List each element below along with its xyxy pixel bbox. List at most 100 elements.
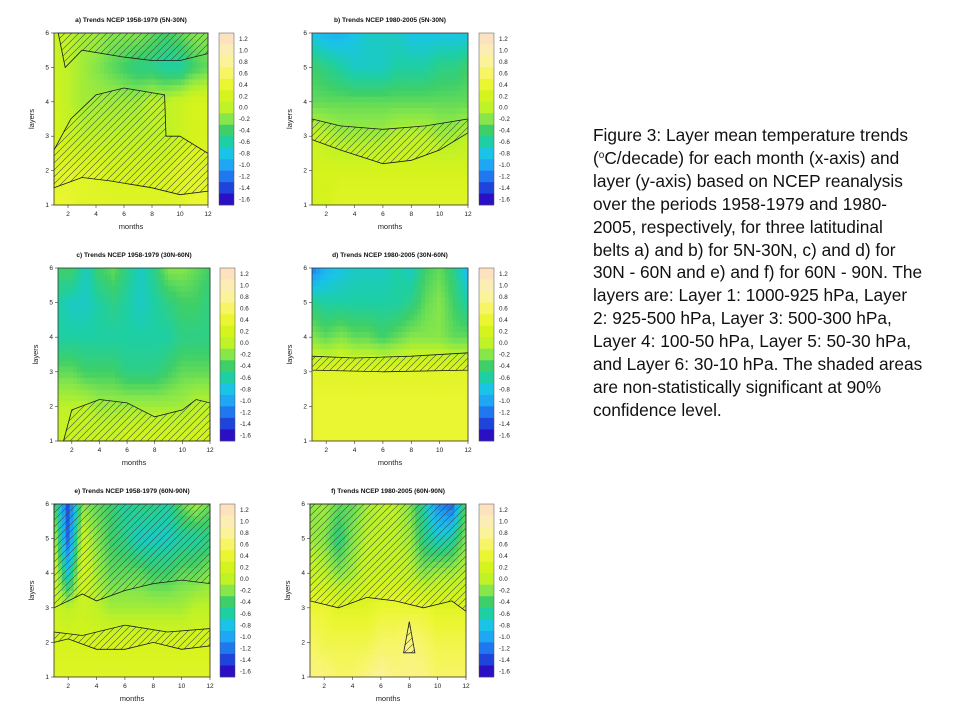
heatmap-cell [413,331,418,338]
heatmap-cell [331,164,336,172]
heatmap-cell [88,268,93,275]
heatmap-cell [183,308,188,315]
heatmap-cell [452,296,457,304]
heatmap-cell [153,412,158,419]
heatmap-cell [57,199,63,206]
heatmap-cell [145,342,150,350]
heatmap-cell [115,371,120,379]
heatmap-cell [327,342,332,350]
heatmap-cell [119,67,124,74]
heatmap-cell [84,394,89,402]
heatmap-cell [409,279,414,286]
heatmap-cell [347,319,352,327]
heatmap-cell [366,107,371,114]
heatmap-cell [191,394,196,402]
heatmap-cell [386,101,391,109]
x-tick-label: 6 [122,211,126,218]
heatmap-cell [405,319,410,327]
heatmap-cell [413,90,418,97]
heatmap-cell [401,371,407,379]
heatmap-cell [175,383,181,390]
heatmap-cell [390,268,395,275]
heatmap-cell [421,377,426,384]
heatmap-cell [134,319,139,327]
heatmap-cell [432,187,438,195]
heatmap-cell [335,348,340,355]
heatmap-cell [192,55,197,63]
heatmap-cell [319,141,325,149]
heatmap-cell [358,308,364,315]
heatmap-cell [362,337,368,344]
heatmap-cell [374,342,379,350]
heatmap-cell [323,296,329,304]
heatmap-cell [123,182,128,189]
heatmap-cell [452,101,457,109]
heatmap-cell [362,291,368,298]
heatmap-cell [169,193,174,200]
colorbar-frame [478,32,495,206]
heatmap-cell [61,389,67,396]
heatmap-cell [456,84,461,91]
heatmap-cell [339,193,344,200]
heatmap-cell [65,182,70,189]
heatmap-cell [460,182,465,189]
heatmap-cell [179,383,184,390]
heatmap-cell [393,199,399,206]
heatmap-cell [164,377,169,384]
heatmap-cell [323,182,329,189]
heatmap-cell [354,279,360,286]
heatmap-cell [164,279,169,286]
heatmap-cell [354,159,360,166]
heatmap-cell [115,383,120,390]
heatmap-cell [88,366,93,373]
heatmap-cell [351,164,356,172]
heatmap-cell [323,383,329,390]
heatmap-cell [173,119,178,126]
heatmap-cell [366,371,371,379]
heatmap-cell [370,124,375,131]
heatmap-cell [464,96,469,103]
heatmap-cell [382,383,387,390]
heatmap-cell [206,377,211,384]
heatmap-cell [335,394,340,402]
heatmap-cell [202,319,207,327]
heatmap-cell [421,302,426,309]
heatmap-cell [370,285,375,292]
heatmap-cell [165,78,170,86]
heatmap-cell [456,44,461,51]
heatmap-cell [343,199,348,206]
heatmap-cell [382,285,387,292]
heatmap-cell [126,296,131,304]
heatmap-cell [103,360,108,367]
heatmap-cell [390,435,395,442]
heatmap-cell [397,394,403,402]
heatmap-cell [88,50,93,57]
heatmap-cell [312,291,317,298]
heatmap-cell [366,423,371,430]
heatmap-cell [362,164,368,172]
heatmap-cell [448,90,453,97]
heatmap-cell [323,113,329,120]
heatmap-cell [183,389,188,396]
heatmap-cell [448,159,453,166]
heatmap-cell [156,342,162,350]
heatmap-cell [188,119,194,126]
heatmap-cell [417,325,422,332]
heatmap-cell [425,273,430,281]
heatmap-cell [362,331,368,338]
heatmap-cell [61,187,67,195]
heatmap-cell [96,78,101,86]
y-tick-label: 2 [303,168,307,175]
heatmap-cell [429,314,434,321]
heatmap-cell [327,296,332,304]
heatmap-cell [386,61,391,68]
heatmap-cell [88,55,93,63]
heatmap-cell [142,193,147,200]
heatmap-cell [448,164,453,172]
heatmap-cell [141,377,146,384]
heatmap-cell [84,285,89,292]
heatmap-cell [115,73,120,80]
heatmap-cell [413,279,418,286]
heatmap-cell [118,331,124,338]
colorbar-label: -0.4 [240,363,251,370]
